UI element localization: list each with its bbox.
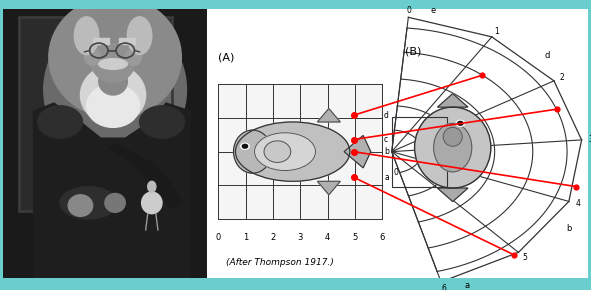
Text: d: d	[544, 50, 550, 59]
Text: 1: 1	[243, 233, 248, 242]
Ellipse shape	[255, 133, 316, 171]
Polygon shape	[344, 135, 371, 168]
Text: b: b	[566, 224, 571, 233]
Ellipse shape	[68, 195, 93, 216]
Text: (B): (B)	[405, 47, 421, 57]
Ellipse shape	[142, 192, 162, 214]
Text: a: a	[384, 173, 389, 182]
Text: 0: 0	[216, 233, 221, 242]
Bar	[218, 84, 382, 219]
Ellipse shape	[44, 15, 187, 164]
Ellipse shape	[242, 144, 248, 148]
Polygon shape	[437, 188, 468, 202]
Ellipse shape	[456, 120, 465, 126]
Ellipse shape	[235, 122, 350, 181]
Ellipse shape	[264, 141, 291, 162]
Bar	[392, 117, 447, 187]
Ellipse shape	[148, 181, 156, 192]
Ellipse shape	[415, 107, 491, 188]
Polygon shape	[109, 144, 183, 208]
Ellipse shape	[233, 130, 272, 173]
Text: 5: 5	[522, 253, 527, 262]
Text: 0: 0	[407, 6, 411, 15]
Text: (A): (A)	[218, 52, 235, 62]
Ellipse shape	[139, 106, 184, 138]
Text: b: b	[384, 147, 389, 156]
Ellipse shape	[80, 65, 146, 125]
Ellipse shape	[89, 23, 138, 83]
Ellipse shape	[434, 123, 472, 172]
Ellipse shape	[99, 68, 127, 95]
Ellipse shape	[457, 122, 463, 125]
Text: 3: 3	[297, 233, 303, 242]
Ellipse shape	[99, 59, 127, 69]
Bar	[20, 17, 172, 211]
Ellipse shape	[38, 106, 83, 138]
Text: 4: 4	[325, 233, 330, 242]
Polygon shape	[437, 94, 468, 107]
Bar	[20, 17, 172, 211]
Text: 1: 1	[495, 27, 499, 36]
Text: 5: 5	[352, 233, 358, 242]
Ellipse shape	[86, 2, 139, 42]
Polygon shape	[34, 103, 190, 278]
Text: d: d	[384, 111, 389, 120]
Text: 6: 6	[379, 233, 385, 242]
Text: 4: 4	[575, 200, 580, 209]
Text: 0: 0	[393, 168, 398, 177]
Text: c: c	[384, 135, 388, 144]
Ellipse shape	[443, 127, 462, 146]
Ellipse shape	[127, 17, 152, 55]
Ellipse shape	[105, 193, 125, 212]
Ellipse shape	[241, 143, 249, 149]
Text: 2: 2	[270, 233, 275, 242]
Text: e: e	[431, 6, 436, 15]
Text: 3: 3	[589, 135, 591, 144]
Text: a: a	[465, 282, 470, 290]
Ellipse shape	[125, 49, 142, 65]
Ellipse shape	[74, 17, 99, 55]
Polygon shape	[317, 108, 340, 122]
Ellipse shape	[49, 0, 181, 118]
Text: (After Thompson 1917.): (After Thompson 1917.)	[226, 258, 334, 267]
Text: 6: 6	[441, 284, 446, 290]
Text: 2: 2	[560, 73, 564, 82]
Ellipse shape	[86, 84, 139, 127]
Ellipse shape	[85, 49, 101, 65]
Ellipse shape	[60, 187, 117, 219]
Polygon shape	[317, 181, 340, 195]
